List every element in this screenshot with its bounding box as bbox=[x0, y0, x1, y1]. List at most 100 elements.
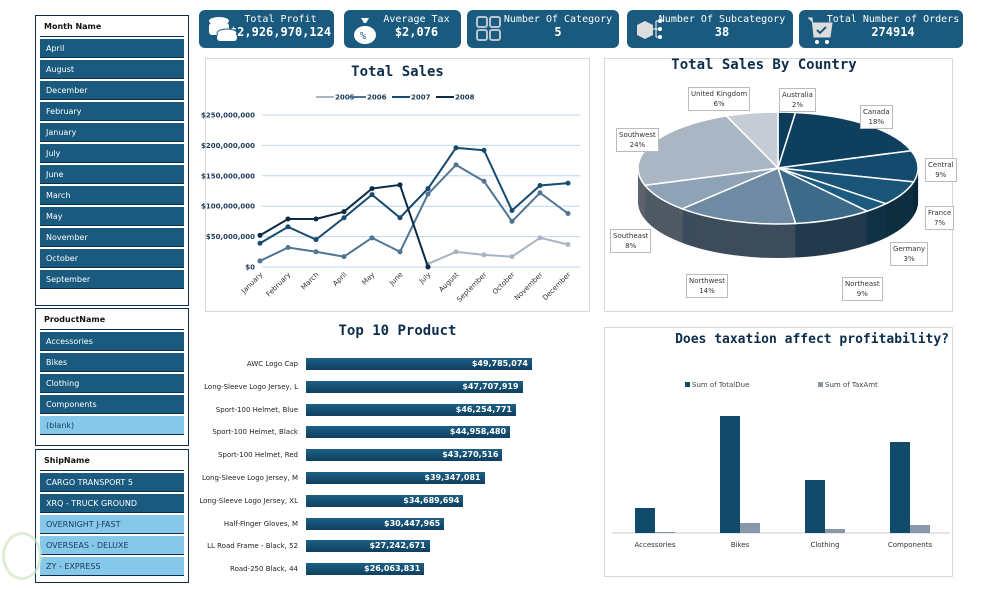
slicer-item-month[interactable]: December bbox=[40, 81, 184, 100]
pie-data-label: Central 9% bbox=[925, 158, 957, 182]
y-tick-label: $150,000,000 bbox=[201, 172, 255, 180]
bar-bikes-1[interactable] bbox=[740, 523, 760, 533]
legend-label: 2006 bbox=[367, 94, 387, 102]
logo-watermark-icon bbox=[2, 532, 42, 580]
product-label: LL Road Frame - Black, 52 bbox=[207, 542, 298, 551]
legend-label: 2008 bbox=[455, 94, 475, 102]
pie-label-name: France bbox=[928, 209, 952, 217]
coins-icon bbox=[209, 17, 238, 41]
data-point bbox=[285, 216, 291, 222]
product-bar[interactable]: $26,063,831 bbox=[306, 563, 425, 576]
slicer-item-ship[interactable]: XRQ - TRUCK GROUND bbox=[40, 494, 184, 513]
kpi-total-orders: Total Number of Orders 274914 bbox=[799, 10, 963, 48]
product-label: Long-Sleeve Logo Jersey, XL bbox=[199, 496, 298, 505]
slicer-item-month[interactable]: August bbox=[40, 60, 184, 79]
pie-label-pct: 24% bbox=[629, 141, 646, 149]
data-point bbox=[397, 249, 403, 255]
slicer-item-product[interactable]: Clothing bbox=[40, 374, 184, 393]
slicer-item-ship[interactable]: CARGO TRANSPORT 5 bbox=[40, 473, 184, 492]
bar-components-0[interactable] bbox=[890, 442, 910, 533]
sales-by-country-title: Total Sales By Country bbox=[671, 57, 857, 73]
pie-label-name: Northwest bbox=[689, 277, 726, 285]
product-bar[interactable]: $30,447,965 bbox=[306, 517, 445, 530]
product-label: Sport-100 Helmet, Black bbox=[212, 428, 298, 437]
svg-text:%: % bbox=[360, 31, 366, 42]
product-bar[interactable]: $39,347,081 bbox=[306, 472, 485, 484]
slicer-item-month[interactable]: June bbox=[40, 165, 184, 184]
pie-data-label: Canada 18% bbox=[860, 105, 893, 129]
slicer-item-month[interactable]: January bbox=[40, 123, 184, 142]
slicer-item-month[interactable]: February bbox=[40, 102, 184, 121]
slicer-item-ship[interactable]: ZY - EXPRESS bbox=[40, 557, 184, 576]
pie-slice-northeast[interactable] bbox=[776, 166, 870, 225]
box-hierarchy-icon bbox=[637, 19, 662, 39]
slicer-item-month[interactable]: July bbox=[40, 144, 184, 163]
kpi-value: 274914 bbox=[871, 25, 915, 39]
product-label: Road-250 Black, 44 bbox=[230, 565, 298, 574]
slicer-item-month[interactable]: October bbox=[40, 249, 184, 268]
pie-label-pct: 6% bbox=[713, 100, 725, 108]
y-tick-label: $250,000,000 bbox=[201, 112, 255, 120]
pie-data-label: Northwest 14% bbox=[686, 274, 729, 298]
product-label: Sport-100 Helmet, Blue bbox=[215, 405, 298, 414]
y-tick-label: $0 bbox=[245, 264, 255, 272]
data-point bbox=[565, 180, 571, 186]
slicer-item-ship[interactable]: OVERSEAS - DELUXE bbox=[40, 536, 184, 555]
bar-accessories-1[interactable] bbox=[655, 532, 675, 533]
bar-clothing-0[interactable] bbox=[805, 480, 825, 533]
bar-accessories-0[interactable] bbox=[635, 508, 655, 533]
data-point bbox=[537, 190, 543, 196]
kpi-title: Number Of Category bbox=[503, 14, 613, 25]
data-point bbox=[285, 224, 291, 230]
pie-data-label: France 7% bbox=[925, 206, 955, 230]
slicer-item-month[interactable]: April bbox=[40, 39, 184, 58]
slicer-item-product[interactable]: (blank) bbox=[40, 416, 184, 435]
x-tick-label: Accessories bbox=[634, 541, 675, 549]
month-slicer-title: Month Name bbox=[40, 16, 184, 37]
product-bar[interactable]: $46,254,771 bbox=[306, 403, 516, 416]
series-line-2007 bbox=[259, 146, 569, 245]
product-slicer: ProductName Accessories Bikes Clothing Comp… bbox=[35, 308, 189, 446]
slicer-item-product[interactable]: Bikes bbox=[40, 353, 184, 372]
data-point bbox=[509, 207, 515, 213]
pie-label-pct: 8% bbox=[625, 242, 637, 250]
slicer-item-month[interactable]: March bbox=[40, 186, 184, 205]
bar-clothing-1[interactable] bbox=[825, 529, 845, 533]
kpi-average-tax: % Average Tax $2,076 bbox=[344, 10, 461, 48]
data-point bbox=[257, 232, 263, 238]
product-bar[interactable]: $44,958,480 bbox=[306, 426, 511, 439]
product-bar[interactable]: $47,707,919 bbox=[306, 380, 523, 393]
slicer-item-month[interactable]: May bbox=[40, 207, 184, 226]
slicer-item-product[interactable]: Accessories bbox=[40, 332, 184, 351]
legend-label: Sum of TotalDue bbox=[692, 381, 749, 389]
data-point bbox=[397, 215, 403, 221]
data-point bbox=[453, 145, 459, 151]
pie-slice-united-kingdom[interactable] bbox=[724, 111, 779, 170]
bar-bikes-0[interactable] bbox=[720, 416, 740, 533]
product-bar[interactable]: $49,785,074 bbox=[306, 358, 532, 370]
grid-icon bbox=[476, 16, 501, 41]
slicer-item-month[interactable]: November bbox=[40, 228, 184, 247]
product-label: Sport-100 Helmet, Red bbox=[217, 451, 298, 460]
slicer-item-month[interactable]: September bbox=[40, 270, 184, 289]
pie-data-label: Australia 2% bbox=[779, 88, 816, 112]
data-point bbox=[565, 242, 571, 248]
data-point bbox=[257, 258, 263, 264]
kpi-title: Total Profit bbox=[244, 14, 317, 25]
product-bar[interactable]: $43,270,516 bbox=[306, 449, 503, 462]
kpi-value: 5 bbox=[554, 25, 562, 39]
legend-swatch bbox=[818, 382, 823, 387]
kpi-title: Average Tax bbox=[383, 14, 450, 25]
product-bar[interactable]: $27,242,671 bbox=[306, 540, 430, 553]
product-slicer-title: ProductName bbox=[40, 309, 184, 330]
product-bar[interactable]: $34,689,694 bbox=[306, 494, 464, 507]
pie-data-label: Northeast 9% bbox=[842, 277, 883, 301]
slicer-item-ship[interactable]: OVERNIGHT J-FAST bbox=[40, 515, 184, 534]
pie-slice-northwest[interactable] bbox=[680, 166, 797, 225]
bar-components-1[interactable] bbox=[910, 525, 930, 533]
pie-data-label: Southwest 24% bbox=[616, 128, 659, 152]
data-point bbox=[313, 237, 319, 243]
slicer-item-product[interactable]: Components bbox=[40, 395, 184, 414]
